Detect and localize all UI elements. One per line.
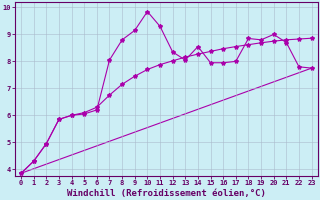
X-axis label: Windchill (Refroidissement éolien,°C): Windchill (Refroidissement éolien,°C): [67, 189, 266, 198]
